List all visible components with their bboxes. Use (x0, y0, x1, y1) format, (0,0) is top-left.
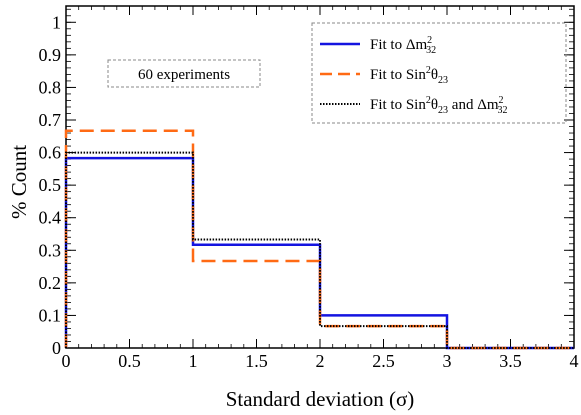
x-tick-label-6: 3 (443, 351, 452, 371)
x-tick-label-7: 3.5 (499, 351, 522, 371)
legend-box (311, 22, 567, 124)
y-tick-label-3: 0.3 (39, 240, 62, 260)
y-tick-label-5: 0.5 (39, 175, 62, 195)
y-tick-label-8: 0.8 (39, 77, 62, 97)
annotation-box (107, 59, 261, 88)
legend-label-dm32: Fit to Δm2 32 (370, 35, 436, 56)
legend-label-sin2: Fit to Sin2θ23 (370, 65, 448, 86)
y-tick-label-4: 0.4 (39, 208, 62, 228)
x-tick-label-3: 1.5 (245, 351, 268, 371)
x-tick-label-8: 4 (570, 351, 579, 371)
x-tick-label-1: 0.5 (118, 351, 141, 371)
y-tick-label-7: 0.7 (39, 110, 62, 130)
series-line-sin2 (64, 129, 574, 350)
plot-layer: 0 0.5 1 1.5 2 2.5 3 3.5 4 0 0.1 0.2 0.3 0.4 0.5 0.6 0.7 0… (39, 5, 579, 371)
annotation: 60 experiments (107, 59, 261, 88)
y-axis-title: % Count (7, 145, 31, 219)
x-tick-label-4: 2 (316, 351, 325, 371)
x-tick-label-2: 1 (189, 351, 198, 371)
y-tick-label-6: 0.6 (39, 143, 62, 163)
annotation-text: 60 experiments (138, 67, 230, 83)
x-axis-title: Standard deviation (σ) (226, 387, 415, 411)
series-line-both (65, 151, 574, 349)
y-tick-label-10: 1 (52, 12, 61, 32)
legend: Fit to Δm2 32 Fit to Sin2θ23 Fit to Sin2θ… (311, 22, 567, 124)
x-tick-label-5: 2.5 (372, 351, 395, 371)
x-tick-label-0: 0 (62, 351, 71, 371)
legend-label-both: Fit to Sin2θ23 and Δm2 32 (370, 95, 508, 116)
y-tick-label-1: 0.1 (39, 305, 62, 325)
y-tick-label-2: 0.2 (39, 273, 62, 293)
y-tick-label-0: 0 (52, 338, 61, 358)
y-tick-label-9: 0.9 (39, 45, 62, 65)
